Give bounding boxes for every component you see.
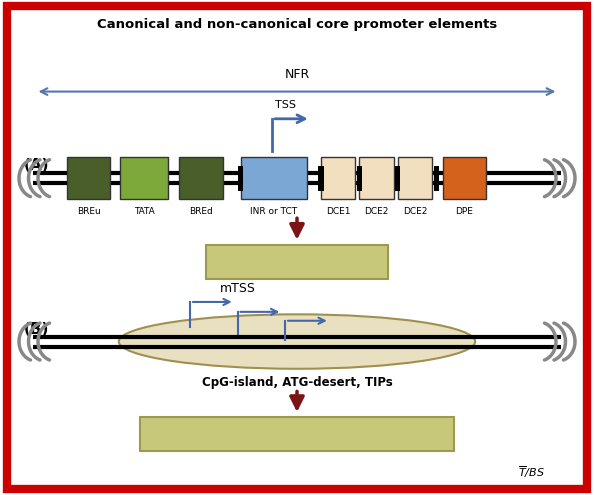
Text: CpG-island, ATG-desert, TIPs: CpG-island, ATG-desert, TIPs (201, 376, 393, 389)
Text: $\overline{\mathregular{T}}$/BS: $\overline{\mathregular{T}}$/BS (518, 464, 545, 480)
Text: INR or TCT: INR or TCT (250, 207, 297, 216)
FancyBboxPatch shape (120, 157, 168, 199)
FancyBboxPatch shape (398, 157, 432, 199)
Ellipse shape (119, 314, 475, 369)
Text: TATA: TATA (134, 207, 154, 216)
Text: (B): (B) (24, 322, 49, 337)
Text: BREu: BREu (77, 207, 100, 216)
Bar (434, 166, 439, 191)
Text: DCE1: DCE1 (326, 207, 350, 216)
Text: DCE2: DCE2 (364, 207, 389, 216)
Text: DPE: DPE (456, 207, 473, 216)
Text: BREd: BREd (189, 207, 213, 216)
Bar (395, 166, 400, 191)
Text: (A): (A) (24, 158, 49, 173)
FancyBboxPatch shape (179, 157, 223, 199)
FancyBboxPatch shape (67, 157, 110, 199)
Text: TSS: TSS (275, 100, 296, 110)
Text: NFR: NFR (285, 68, 309, 81)
Text: mRNA, miRNA: mRNA, miRNA (248, 255, 346, 268)
Text: mTSS: mTSS (220, 282, 255, 295)
Text: Canonical and non-canonical core promoter elements: Canonical and non-canonical core promote… (97, 18, 497, 31)
FancyBboxPatch shape (321, 157, 355, 199)
FancyBboxPatch shape (140, 417, 454, 451)
Text: DCE2: DCE2 (403, 207, 428, 216)
Text: mRNA, piRNA, tiRNA, TSSmiRNA: mRNA, piRNA, tiRNA, TSSmiRNA (184, 428, 410, 441)
FancyBboxPatch shape (206, 245, 388, 279)
FancyBboxPatch shape (359, 157, 394, 199)
Bar (318, 166, 324, 191)
Bar (238, 166, 243, 191)
FancyBboxPatch shape (443, 157, 486, 199)
FancyBboxPatch shape (241, 157, 307, 199)
Bar (357, 166, 362, 191)
